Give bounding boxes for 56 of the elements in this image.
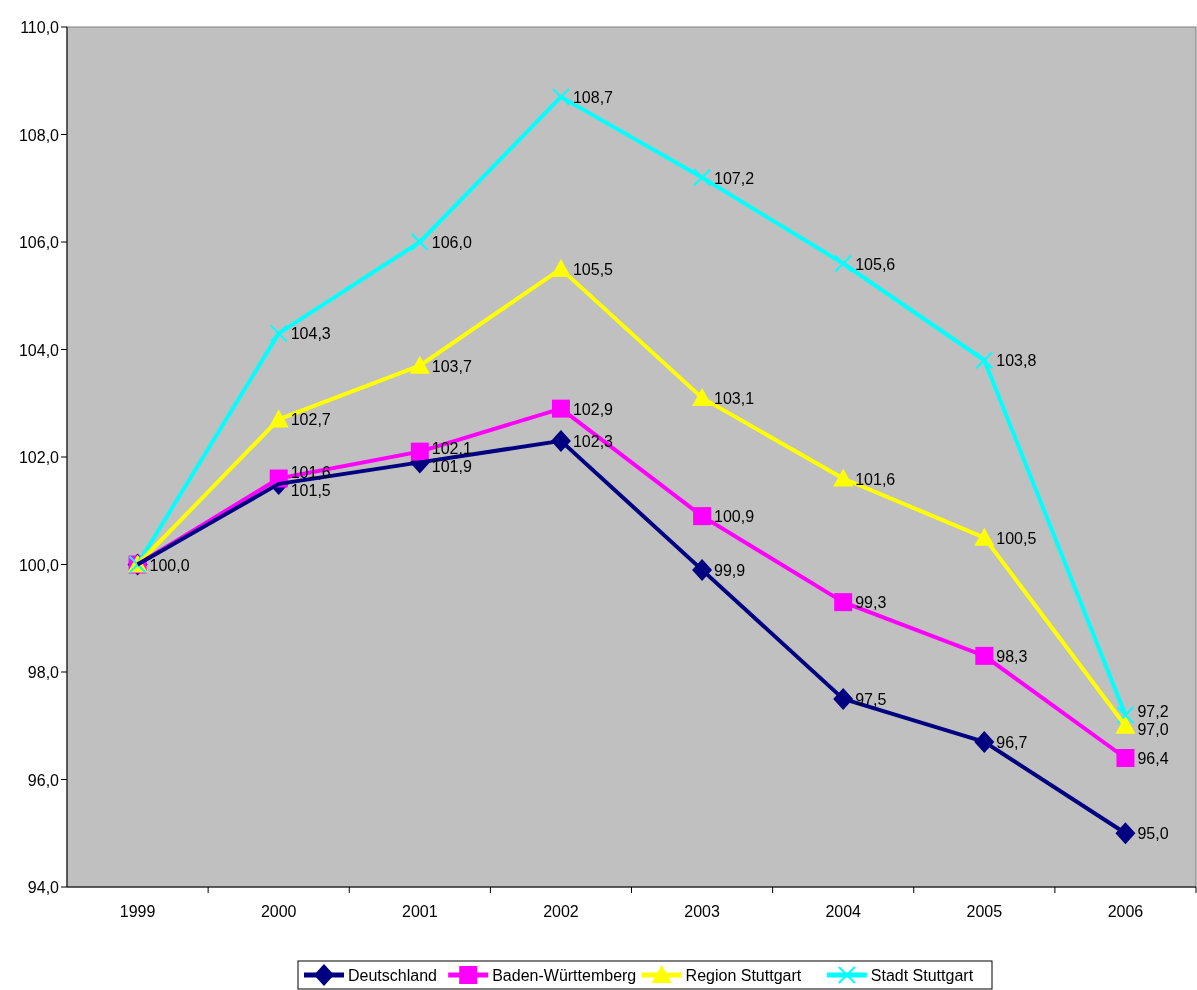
x-tick-label: 1999: [119, 903, 156, 920]
data-label: 101,5: [290, 482, 331, 500]
x-tick-label: 2002: [543, 903, 579, 920]
data-label: 101,9: [431, 458, 472, 475]
data-label: 102,9: [572, 400, 614, 418]
y-tick-label: 110,0: [20, 19, 60, 36]
data-label: 96,7: [996, 733, 1028, 751]
data-label: 95,0: [1137, 825, 1169, 843]
y-tick-label: 106,0: [18, 234, 60, 251]
data-label: 103,8: [996, 352, 1037, 370]
y-tick-label: 104,0: [18, 341, 60, 359]
y-tick-label: 102,0: [18, 449, 60, 466]
legend-label: Deutschland: [348, 967, 437, 984]
data-label: 105,6: [855, 255, 896, 273]
data-label: 96,4: [1137, 750, 1169, 767]
y-tick-label: 98,0: [27, 664, 60, 681]
point: [1115, 715, 1136, 734]
legend-label: Region Stuttgart: [685, 967, 802, 984]
data-label: 100,9: [714, 508, 755, 526]
y-tick-label: 100,0: [18, 556, 60, 574]
y-tick-label: 96,0: [27, 771, 60, 789]
point: [693, 168, 712, 187]
data-label: 99,9: [714, 561, 746, 579]
data-label: 103,7: [431, 357, 472, 375]
x-tick-label: 2001: [402, 903, 438, 920]
point: [834, 254, 853, 273]
x-tick-label: 2003: [684, 903, 720, 920]
data-label: 103,1: [714, 389, 755, 407]
data-label: 104,3: [290, 325, 331, 343]
data-label: 102,7: [290, 411, 331, 429]
data-label: 107,2: [714, 169, 755, 187]
x-tick-label: 2000: [260, 903, 297, 920]
point: [551, 87, 570, 106]
point: [975, 351, 994, 370]
point: [269, 324, 288, 343]
data-label: 105,5: [572, 260, 614, 278]
data-label: 98,3: [996, 647, 1028, 665]
y-tick-label: 94,0: [27, 879, 60, 896]
data-label: 99,3: [855, 594, 887, 612]
data-label: 100,0: [149, 556, 190, 574]
data-label: 102,1: [431, 440, 472, 457]
data-label: 97,2: [1137, 703, 1169, 721]
data-label: 108,7: [572, 88, 614, 106]
data-label: 106,0: [431, 234, 472, 251]
legend-label: Baden-Württemberg: [492, 967, 637, 984]
legend-label: Stadt Stuttgart: [870, 967, 974, 984]
x-tick-label: 2004: [825, 903, 862, 920]
data-label: 97,0: [1137, 721, 1169, 739]
data-label: 101,6: [855, 470, 896, 488]
x-tick-label: 2005: [966, 903, 1003, 920]
point: [410, 233, 429, 251]
y-tick-label: 108,0: [18, 126, 60, 144]
data-label: 100,5: [996, 529, 1037, 547]
data-label: 97,5: [855, 690, 887, 708]
x-tick-label: 2006: [1107, 903, 1144, 920]
point: [1116, 706, 1135, 724]
